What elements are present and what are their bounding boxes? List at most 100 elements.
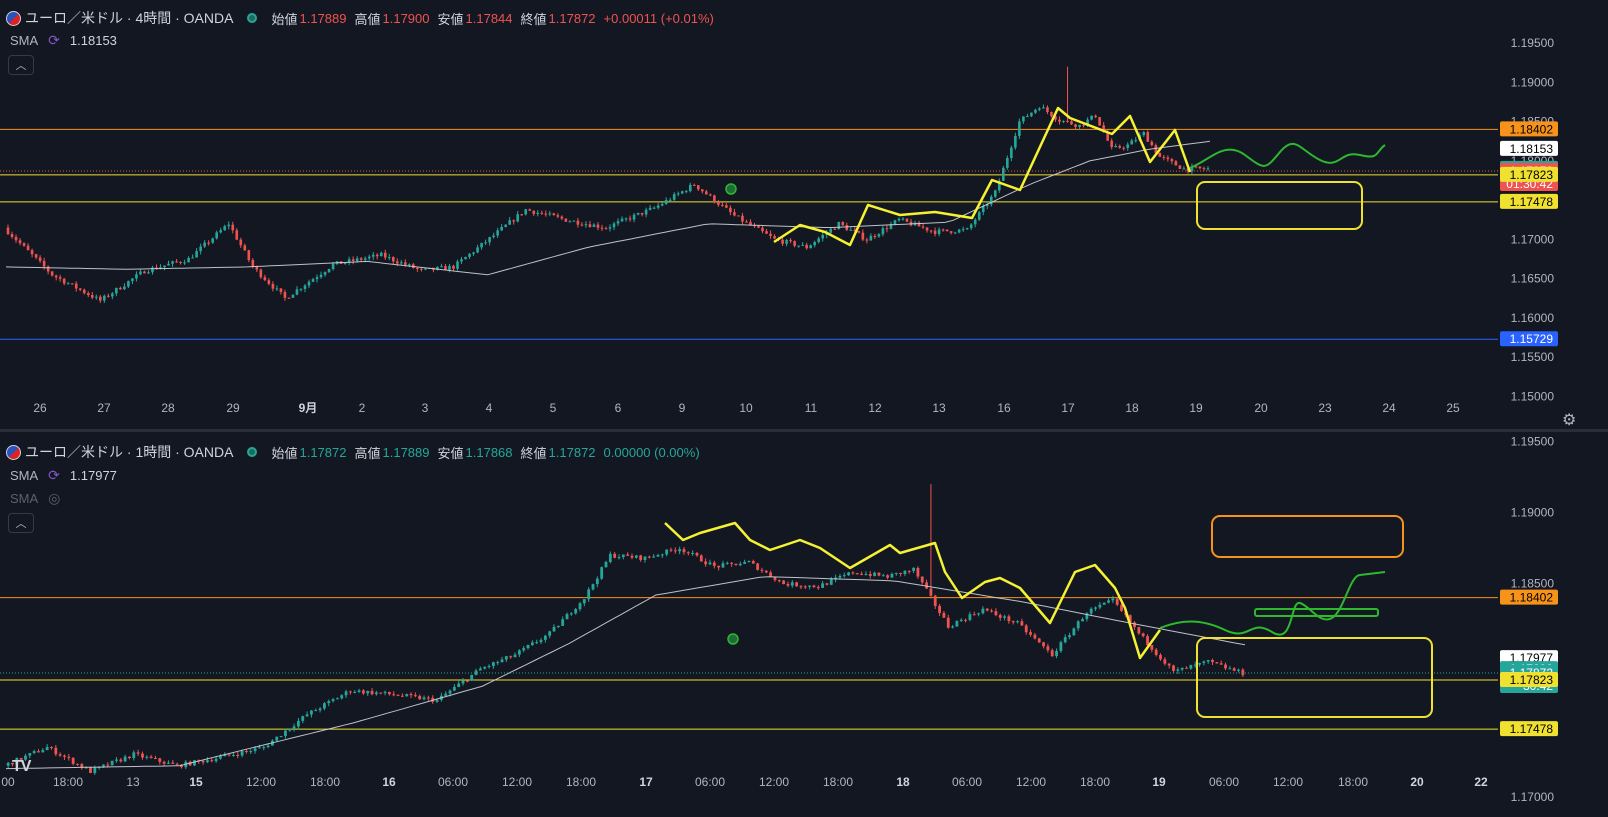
candle-body xyxy=(894,572,898,574)
x-axis-tick-label: 13 xyxy=(126,775,140,789)
candle-body xyxy=(829,228,833,233)
candle-body xyxy=(318,708,322,711)
candle-body xyxy=(154,758,157,760)
candle-body xyxy=(478,668,482,671)
sma-indicator-row[interactable]: SMA ⟳ 1.18153 xyxy=(10,32,117,49)
candle-body xyxy=(833,228,837,230)
candle-body xyxy=(236,754,240,756)
x-axis-tick-label: 18:00 xyxy=(823,775,853,789)
candle-body xyxy=(1006,158,1009,168)
x-axis-tick-label: 27 xyxy=(97,401,111,415)
candle-body xyxy=(680,191,684,194)
symbol-title[interactable]: ユーロ／米ドル · 4時間 · OANDA xyxy=(25,10,234,26)
candle-body xyxy=(709,194,712,196)
drawing-zone-box xyxy=(1211,515,1404,558)
candle-body xyxy=(42,260,46,267)
candle-body xyxy=(1154,649,1158,655)
candle-body xyxy=(231,224,235,231)
candle-body xyxy=(587,589,591,600)
candle-body xyxy=(383,691,387,694)
candle-body xyxy=(584,224,588,226)
candle-body xyxy=(243,245,247,251)
x-axis-tick-label: 13 xyxy=(932,401,946,415)
drawing-zone-box xyxy=(1196,181,1363,230)
candle-body xyxy=(370,690,374,695)
candle-body xyxy=(167,263,170,266)
candle-body xyxy=(275,288,279,290)
candle-body xyxy=(58,754,62,756)
candle-body xyxy=(865,239,869,241)
candle-body xyxy=(630,555,634,558)
candle-body xyxy=(408,264,411,266)
candle-body xyxy=(873,572,877,576)
sma-cycle-icon[interactable]: ⟳ xyxy=(48,32,60,48)
price-label-text: 1.17823 xyxy=(1510,168,1554,182)
drawing-zigzag xyxy=(773,106,1192,247)
candle-body xyxy=(596,224,600,228)
candle-body xyxy=(821,583,825,588)
candle-body xyxy=(283,292,287,298)
candle-body xyxy=(435,699,439,702)
candle-body xyxy=(717,202,720,205)
candle-body xyxy=(937,229,941,235)
event-marker-icon xyxy=(725,183,737,195)
candle-body xyxy=(110,760,114,766)
candle-body xyxy=(239,239,243,246)
candle-body xyxy=(877,572,881,576)
candle-body xyxy=(838,576,842,578)
high-value: 1.17900 xyxy=(382,10,430,26)
candle-body xyxy=(1033,634,1037,639)
candle-body xyxy=(119,759,123,762)
x-axis-tick-label: 06:00 xyxy=(1209,775,1239,789)
sma-indicator-row[interactable]: SMA ⟳ 1.17977 xyxy=(10,467,117,484)
candle-body xyxy=(1076,621,1080,629)
sma-label[interactable]: SMA xyxy=(10,468,39,483)
candle-body xyxy=(206,760,209,763)
candle-body xyxy=(413,695,417,697)
candle-body xyxy=(673,550,677,552)
sma-label[interactable]: SMA xyxy=(10,33,39,48)
candle-body xyxy=(889,224,893,229)
candle-body xyxy=(496,662,500,664)
sma-hidden-row[interactable]: SMA ◎ xyxy=(10,490,70,507)
sma-cycle-icon[interactable]: ⟳ xyxy=(48,467,60,483)
candle-body xyxy=(291,294,295,298)
x-axis-tick-label: 18:00 xyxy=(1338,775,1368,789)
price-label-bg xyxy=(1500,193,1558,209)
candle-body xyxy=(668,199,672,201)
candle-body xyxy=(295,289,299,295)
symbol-title[interactable]: ユーロ／米ドル · 1時間 · OANDA xyxy=(25,444,234,460)
candle-body xyxy=(292,726,296,730)
chevron-up-icon: ︿ xyxy=(15,518,27,530)
y-axis-tick-label: 1.17000 xyxy=(1511,232,1555,246)
candle-body xyxy=(93,767,97,773)
candle-body xyxy=(288,729,292,731)
candle-body xyxy=(628,218,632,220)
candle-body xyxy=(1198,662,1201,665)
candle-body xyxy=(374,692,378,695)
candle-body xyxy=(34,254,38,258)
gear-icon[interactable]: ⚙ xyxy=(1562,412,1577,429)
candle-body xyxy=(829,579,833,585)
candle-body xyxy=(1185,667,1188,669)
candle-body xyxy=(240,750,244,756)
candle-body xyxy=(24,755,27,760)
candle-body xyxy=(765,231,768,234)
pane-divider[interactable] xyxy=(0,429,1608,432)
candle-body xyxy=(90,295,94,298)
candle-body xyxy=(808,585,812,587)
x-axis-tick-label: 06:00 xyxy=(695,775,725,789)
collapse-legend-button[interactable]: ︿ xyxy=(8,55,34,75)
eye-hidden-icon[interactable]: ◎ xyxy=(48,490,61,506)
candle-body xyxy=(400,695,404,697)
sma-label[interactable]: SMA xyxy=(10,491,39,506)
candle-body xyxy=(857,231,861,233)
collapse-legend-button[interactable]: ︿ xyxy=(8,513,34,533)
x-axis-tick-label: 16 xyxy=(382,775,396,789)
candle-body xyxy=(743,561,747,564)
candle-body xyxy=(102,764,105,767)
y-axis-tick-label: 1.17000 xyxy=(1511,790,1555,804)
candle-body xyxy=(1107,600,1110,603)
candle-body xyxy=(536,212,540,214)
